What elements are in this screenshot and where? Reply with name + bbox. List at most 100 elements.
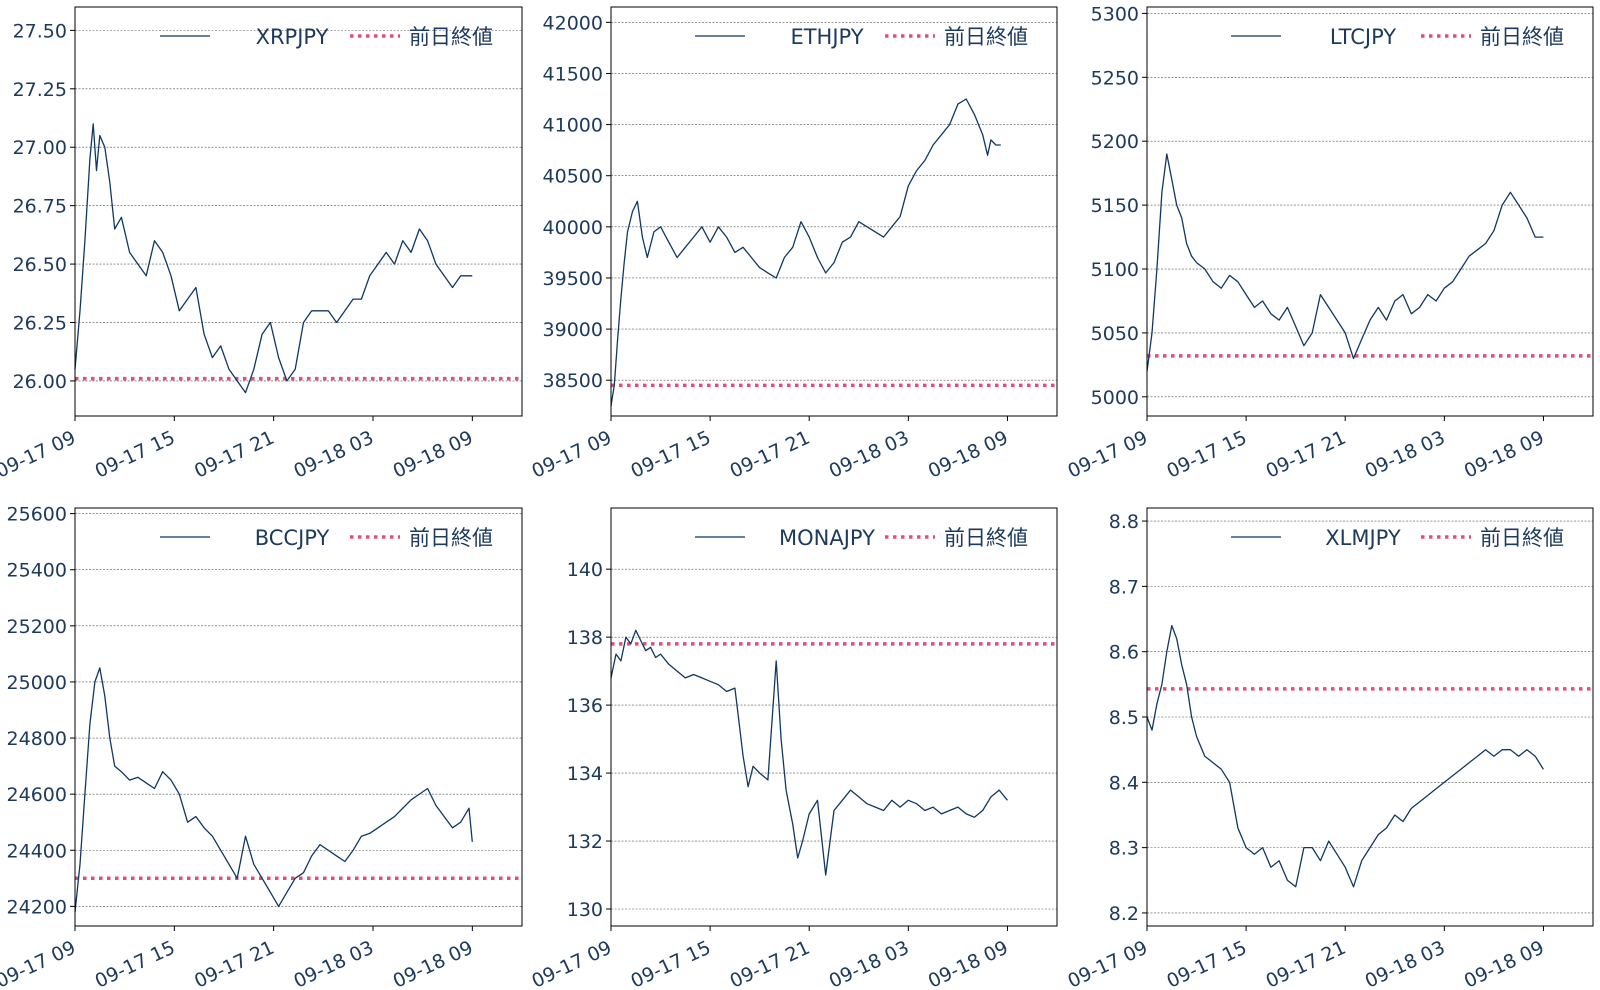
- x-tick-label: 09-17 15: [1163, 937, 1250, 990]
- y-tick-label: 5200: [1091, 131, 1139, 153]
- y-tick-label: 5250: [1091, 67, 1139, 89]
- y-tick-label: 26.50: [13, 254, 67, 276]
- x-tick-label: 09-18 03: [1362, 427, 1449, 483]
- axes-frame: [74, 6, 523, 417]
- x-tick-label: 09-17 15: [92, 937, 179, 990]
- y-tick-label: 39000: [543, 319, 603, 341]
- x-tick-label: 09-18 09: [925, 937, 1012, 990]
- y-tick-label: 27.50: [13, 20, 67, 42]
- y-tick-label: 26.00: [13, 371, 67, 393]
- legend-label-prev-close: 前日終値: [1480, 25, 1564, 49]
- y-tick-label: 41500: [543, 63, 603, 85]
- legend-label-series: ETHJPY: [790, 25, 863, 49]
- y-tick-label: 25200: [7, 616, 67, 638]
- y-tick-label: 8.2: [1109, 903, 1139, 925]
- x-tick-label: 09-17 21: [1263, 427, 1350, 483]
- axes-frame: [1146, 507, 1594, 927]
- y-tick-label: 41000: [543, 115, 603, 137]
- y-tick-label: 25600: [7, 504, 67, 526]
- x-tick-label: 09-18 09: [925, 427, 1012, 483]
- x-tick-label: 09-17 21: [191, 427, 278, 483]
- legend-label-series: LTCJPY: [1330, 25, 1396, 49]
- y-tick-label: 5100: [1091, 259, 1139, 281]
- price-series-line: [1146, 153, 1544, 372]
- y-tick-label: 5150: [1091, 195, 1139, 217]
- legend-label-prev-close: 前日終値: [409, 25, 493, 49]
- x-tick-label: 09-17 09: [1064, 937, 1151, 990]
- x-tick-label: 09-17 21: [727, 937, 814, 990]
- y-tick-label: 25000: [7, 672, 67, 694]
- y-tick-label: 24600: [7, 784, 67, 806]
- x-tick-label: 09-17 09: [1064, 427, 1151, 483]
- x-tick-label: 09-17 09: [528, 427, 615, 483]
- x-tick-label: 09-17 15: [1163, 427, 1250, 483]
- legend-label-series: XLMJPY: [1325, 526, 1401, 550]
- chart-panel-1: 26.00 26.25 26.50 26.75 27.00 27.25 27.50 09-17…: [0, 6, 523, 483]
- y-tick-label: 8.6: [1109, 642, 1139, 664]
- legend-label-prev-close: 前日終値: [1480, 526, 1564, 550]
- y-tick-label: 39500: [543, 268, 603, 290]
- y-tick-label: 8.7: [1109, 576, 1139, 598]
- y-tick-label: 26.25: [13, 313, 67, 335]
- y-tick-label: 24200: [7, 896, 67, 918]
- legend-label-series: BCCJPY: [255, 526, 330, 550]
- x-tick-label: 09-18 03: [826, 427, 913, 483]
- y-tick-label: 132: [567, 831, 603, 853]
- axes-frame: [610, 507, 1058, 927]
- y-tick-label: 134: [567, 763, 603, 785]
- price-series-line: [74, 667, 473, 913]
- axes-frame: [610, 6, 1058, 417]
- x-tick-label: 09-18 09: [390, 937, 477, 990]
- y-tick-label: 130: [567, 899, 603, 921]
- y-tick-label: 8.4: [1109, 772, 1139, 794]
- legend-label-prev-close: 前日終値: [944, 526, 1028, 550]
- x-tick-label: 09-17 09: [0, 937, 79, 990]
- price-series-line: [1146, 624, 1544, 888]
- y-tick-label: 24800: [7, 728, 67, 750]
- price-series-line: [610, 98, 1001, 406]
- x-tick-label: 09-17 09: [528, 937, 615, 990]
- legend-label-prev-close: 前日終値: [944, 25, 1028, 49]
- legend-label-series: XRPJPY: [256, 25, 329, 49]
- y-tick-label: 8.3: [1109, 838, 1139, 860]
- x-tick-label: 09-17 15: [92, 427, 179, 483]
- y-tick-label: 27.00: [13, 137, 67, 159]
- y-tick-label: 8.5: [1109, 707, 1139, 729]
- price-series-line: [74, 123, 473, 394]
- y-tick-label: 38500: [543, 370, 603, 392]
- chart-panel-2: 38500 39000 39500 40000 40500 41000 41500 42000…: [528, 6, 1058, 483]
- x-tick-label: 09-18 03: [826, 937, 913, 990]
- y-tick-label: 40500: [543, 166, 603, 188]
- y-tick-label: 140: [567, 559, 603, 581]
- y-tick-label: 8.8: [1109, 511, 1139, 533]
- x-tick-label: 09-17 09: [0, 427, 79, 483]
- x-tick-label: 09-18 03: [290, 937, 377, 990]
- legend-label-series: MONAJPY: [779, 526, 875, 550]
- x-tick-label: 09-17 15: [627, 427, 714, 483]
- axes-frame: [74, 507, 523, 927]
- price-series-line: [610, 629, 1008, 876]
- x-tick-label: 09-18 09: [1461, 427, 1548, 483]
- y-tick-label: 26.75: [13, 196, 67, 218]
- y-tick-label: 136: [567, 695, 603, 717]
- y-tick-label: 5300: [1091, 3, 1139, 25]
- x-tick-label: 09-17 21: [191, 937, 278, 990]
- x-tick-label: 09-18 03: [290, 427, 377, 483]
- y-tick-label: 5000: [1091, 387, 1139, 409]
- y-tick-label: 42000: [543, 12, 603, 34]
- y-tick-label: 138: [567, 627, 603, 649]
- y-tick-label: 27.25: [13, 79, 67, 101]
- chart-panel-4: 24200 24400 24600 24800 25000 25200 25400 25600…: [0, 504, 523, 990]
- legend-label-prev-close: 前日終値: [409, 526, 493, 550]
- x-tick-label: 09-17 21: [727, 427, 814, 483]
- y-tick-label: 25400: [7, 560, 67, 582]
- chart-panel-5: 130 132 134 136 138 140 09-17 09 09-17 15 09-17 …: [528, 507, 1058, 990]
- chart-panel-6: 8.2 8.3 8.4 8.5 8.6 8.7 8.8 09-17 09 09-17 15 09-…: [1064, 507, 1594, 990]
- x-tick-label: 09-18 09: [390, 427, 477, 483]
- y-tick-label: 5050: [1091, 323, 1139, 345]
- x-tick-label: 09-17 15: [627, 937, 714, 990]
- y-tick-label: 40000: [543, 217, 603, 239]
- x-tick-label: 09-17 21: [1263, 937, 1350, 990]
